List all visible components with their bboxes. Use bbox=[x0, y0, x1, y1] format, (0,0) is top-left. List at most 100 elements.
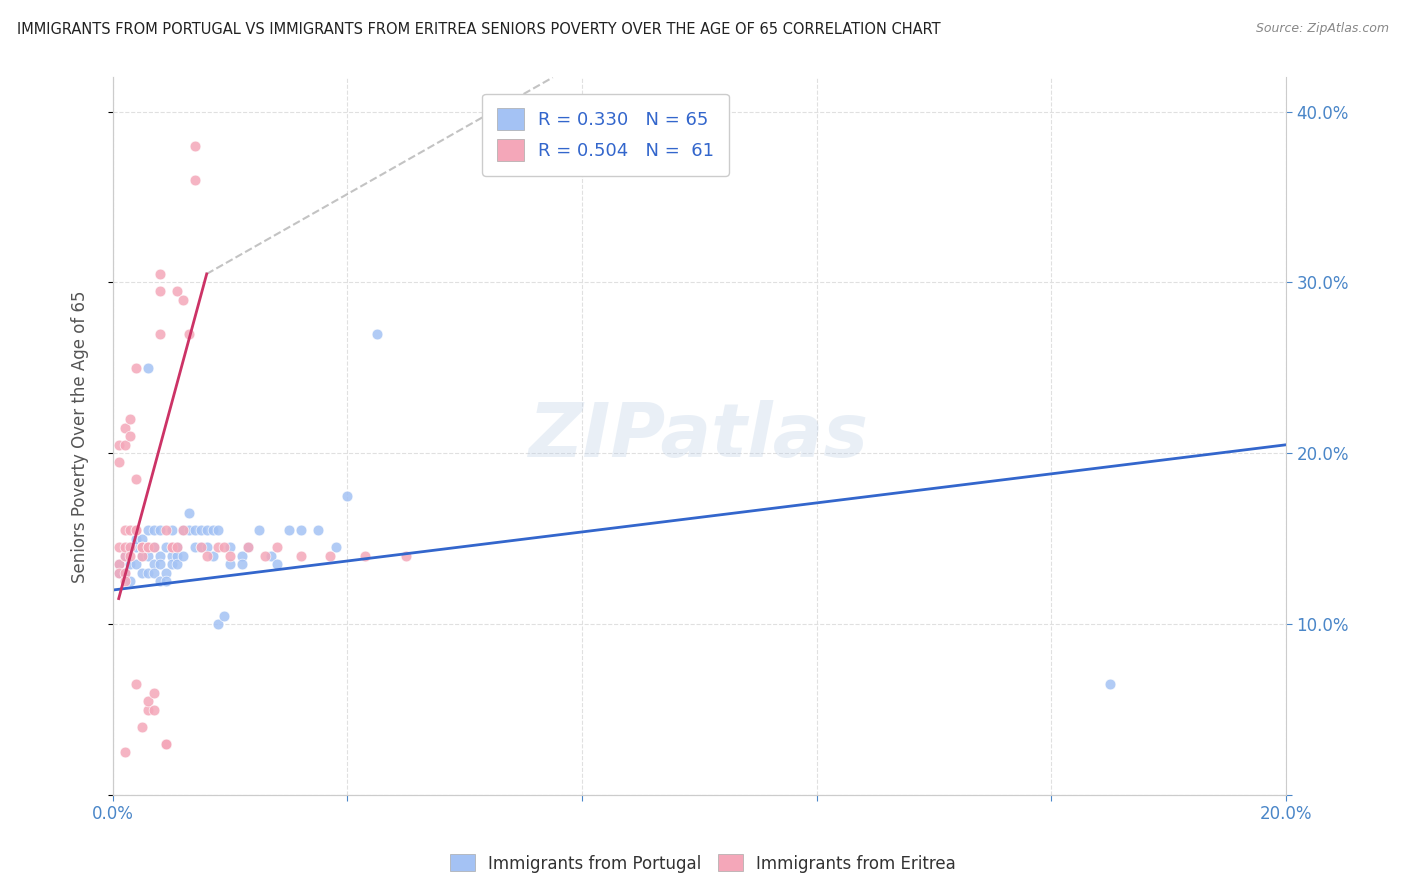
Point bbox=[142, 523, 165, 537]
Point bbox=[142, 541, 165, 555]
Point bbox=[120, 429, 142, 443]
Point bbox=[125, 360, 148, 375]
Point bbox=[184, 523, 207, 537]
Point bbox=[131, 532, 153, 546]
Point bbox=[107, 541, 129, 555]
Point bbox=[249, 523, 271, 537]
Point bbox=[155, 737, 177, 751]
Point bbox=[114, 549, 136, 563]
Point bbox=[131, 541, 153, 555]
Point bbox=[319, 549, 342, 563]
Point bbox=[190, 541, 212, 555]
Point bbox=[149, 326, 172, 341]
Point bbox=[125, 532, 148, 546]
Point bbox=[142, 566, 165, 580]
Point bbox=[142, 558, 165, 572]
Point bbox=[136, 523, 159, 537]
Point bbox=[395, 549, 418, 563]
Point bbox=[231, 549, 253, 563]
Point bbox=[366, 326, 388, 341]
Point bbox=[214, 608, 236, 623]
Point bbox=[131, 541, 153, 555]
Point bbox=[231, 558, 253, 572]
Point bbox=[172, 549, 194, 563]
Point bbox=[160, 541, 183, 555]
Point bbox=[107, 566, 129, 580]
Point bbox=[107, 438, 129, 452]
Point bbox=[114, 523, 136, 537]
Point bbox=[131, 720, 153, 734]
Point bbox=[172, 523, 194, 537]
Point bbox=[336, 489, 359, 503]
Point bbox=[219, 541, 242, 555]
Point bbox=[160, 523, 183, 537]
Point bbox=[149, 574, 172, 589]
Point bbox=[131, 541, 153, 555]
Point bbox=[114, 438, 136, 452]
Point bbox=[290, 523, 312, 537]
Point bbox=[136, 541, 159, 555]
Point bbox=[125, 541, 148, 555]
Point bbox=[114, 574, 136, 589]
Point bbox=[236, 541, 259, 555]
Point bbox=[155, 566, 177, 580]
Point bbox=[149, 267, 172, 281]
Point bbox=[125, 523, 148, 537]
Point bbox=[136, 541, 159, 555]
Point bbox=[136, 360, 159, 375]
Point bbox=[114, 566, 136, 580]
Point bbox=[136, 694, 159, 708]
Point bbox=[325, 541, 347, 555]
Point bbox=[149, 549, 172, 563]
Point bbox=[107, 566, 129, 580]
Point bbox=[125, 523, 148, 537]
Point bbox=[166, 541, 188, 555]
Point bbox=[172, 523, 194, 537]
Point bbox=[155, 523, 177, 537]
Point bbox=[184, 541, 207, 555]
Legend: R = 0.330   N = 65, R = 0.504   N =  61: R = 0.330 N = 65, R = 0.504 N = 61 bbox=[482, 94, 728, 176]
Point bbox=[120, 549, 142, 563]
Y-axis label: Seniors Poverty Over the Age of 65: Seniors Poverty Over the Age of 65 bbox=[72, 290, 89, 582]
Point bbox=[166, 549, 188, 563]
Point bbox=[120, 523, 142, 537]
Point bbox=[114, 549, 136, 563]
Point bbox=[114, 541, 136, 555]
Point bbox=[136, 566, 159, 580]
Point bbox=[160, 549, 183, 563]
Point bbox=[107, 455, 129, 469]
Point bbox=[177, 523, 200, 537]
Point bbox=[277, 523, 299, 537]
Point bbox=[160, 558, 183, 572]
Point bbox=[125, 472, 148, 486]
Point bbox=[177, 326, 200, 341]
Point bbox=[207, 523, 229, 537]
Point bbox=[142, 541, 165, 555]
Point bbox=[290, 549, 312, 563]
Text: IMMIGRANTS FROM PORTUGAL VS IMMIGRANTS FROM ERITREA SENIORS POVERTY OVER THE AGE: IMMIGRANTS FROM PORTUGAL VS IMMIGRANTS F… bbox=[17, 22, 941, 37]
Point bbox=[307, 523, 329, 537]
Point bbox=[207, 541, 229, 555]
Point bbox=[190, 523, 212, 537]
Point bbox=[142, 685, 165, 699]
Point bbox=[120, 412, 142, 426]
Point bbox=[125, 677, 148, 691]
Point bbox=[149, 558, 172, 572]
Point bbox=[354, 549, 377, 563]
Point bbox=[260, 549, 283, 563]
Point bbox=[166, 541, 188, 555]
Point bbox=[266, 558, 288, 572]
Point bbox=[266, 541, 288, 555]
Point bbox=[184, 173, 207, 187]
Text: Source: ZipAtlas.com: Source: ZipAtlas.com bbox=[1256, 22, 1389, 36]
Point bbox=[149, 523, 172, 537]
Point bbox=[190, 541, 212, 555]
Point bbox=[131, 566, 153, 580]
Point bbox=[120, 541, 142, 555]
Point bbox=[207, 617, 229, 632]
Point bbox=[195, 523, 218, 537]
Point bbox=[214, 541, 236, 555]
Point bbox=[120, 541, 142, 555]
Point bbox=[114, 420, 136, 434]
Point bbox=[155, 574, 177, 589]
